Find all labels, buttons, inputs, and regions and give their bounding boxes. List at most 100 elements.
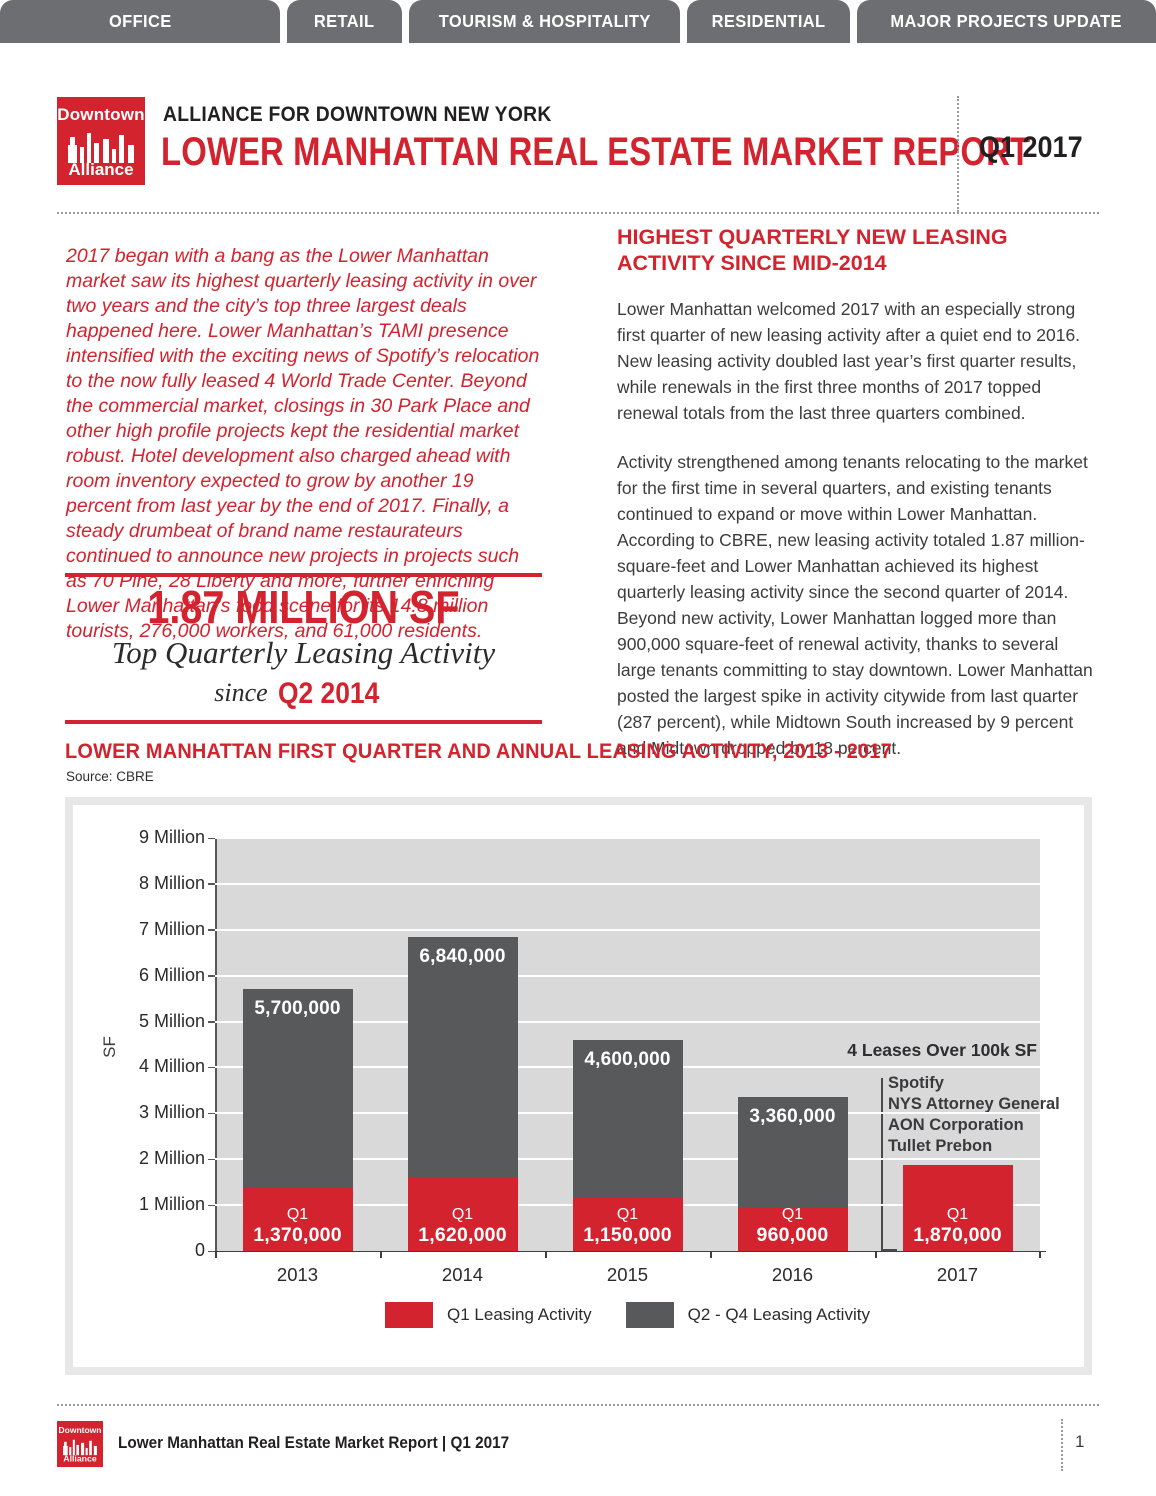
nav-tab-residential[interactable]: RESIDENTIAL — [687, 0, 850, 43]
nav-tab-major-projects-update[interactable]: MAJOR PROJECTS UPDATE — [857, 0, 1156, 43]
annotation-tenant-list: Spotify NYS Attorney General AON Corporati… — [888, 1073, 1060, 1157]
article-column: HIGHEST QUARTERLY NEW LEASING ACTIVITY S… — [617, 224, 1101, 761]
y-tick-mark — [208, 975, 215, 977]
chart-title: LOWER MANHATTAN FIRST QUARTER AND ANNUAL… — [65, 740, 892, 763]
bar-2015-q2q4-segment: 4,600,000 — [572, 1039, 683, 1199]
y-tick-label: 8 Million — [138, 872, 205, 893]
top-nav: OFFICE RETAIL TOURISM & HOSPITALITY RESI… — [0, 0, 1156, 43]
annotation-tenant: NYS Attorney General — [888, 1095, 1060, 1113]
year-label-2017: 2017 — [936, 1264, 979, 1285]
q1-value: 1,870,000 — [913, 1224, 1002, 1246]
bar-2014-q1-segment: Q1 1,620,000 — [407, 1176, 518, 1251]
logo-downtown-text: Downtown — [57, 105, 145, 124]
y-tick-mark — [208, 1158, 215, 1161]
org-name: ALLIANCE FOR DOWNTOWN NEW YORK — [163, 103, 552, 126]
gridline — [215, 928, 1040, 931]
x-tick-mark — [875, 1252, 877, 1258]
logo-downtown-text: Downtown — [58, 1425, 102, 1435]
chart-source: Source: CBRE — [66, 769, 154, 784]
bar-total-label: 3,360,000 — [749, 1105, 836, 1127]
legend-swatch — [385, 1302, 434, 1328]
header-separator — [57, 212, 1099, 214]
report-edition: Q1 2017 — [979, 131, 1083, 164]
svg-text:Alliance: Alliance — [63, 1453, 97, 1463]
logo-skyline-graphic: Alliance — [63, 1439, 97, 1463]
x-tick-mark — [215, 1252, 217, 1258]
bar-2017: Q1 1,870,000 — [902, 1165, 1013, 1251]
bar-2013: 5,700,000 Q1 1,370,000 — [242, 989, 353, 1251]
y-tick-label: 1 Million — [138, 1194, 205, 1215]
gridline — [215, 882, 1040, 885]
callout-rule-top — [65, 573, 542, 577]
article-heading: HIGHEST QUARTERLY NEW LEASING ACTIVITY S… — [617, 225, 1008, 275]
q1-value: 1,370,000 — [253, 1224, 342, 1246]
gridline — [215, 837, 1040, 839]
chart-yaxis: 0 1 Million 2 Million 3 Million 4 Million 5 M… — [73, 827, 205, 1260]
bar-q1-label: Q1 1,370,000 — [243, 1204, 353, 1246]
footer-title: Lower Manhattan Real Estate Market Repor… — [118, 1433, 510, 1452]
callout-headline: 1.87 MILLION SF — [147, 581, 460, 633]
q1-value: 960,000 — [756, 1224, 829, 1246]
footer-logo: Downtown Alliance — [57, 1421, 103, 1467]
y-tick-mark — [208, 929, 215, 931]
x-axis-line — [213, 1250, 1046, 1252]
logo-alliance-text: Alliance — [68, 160, 133, 177]
bar-2014: 6,840,000 Q1 1,620,000 — [407, 937, 518, 1251]
page-number: 1 — [1075, 1432, 1085, 1451]
y-tick-mark — [208, 1112, 215, 1115]
bar-2015: 4,600,000 Q1 1,150,000 — [572, 1039, 683, 1251]
legend-label: Q2 - Q4 Leasing Activity — [687, 1305, 870, 1324]
chart-xaxis: 2013 2014 2015 2016 2017 — [215, 1264, 1040, 1288]
article-paragraph-2: Activity strengthened among tenants relo… — [617, 452, 1093, 758]
callout-subline: Top Quarterly Leasing Activity — [111, 635, 496, 670]
legend-item-0: Q1 Leasing Activity — [385, 1302, 592, 1328]
y-tick-mark — [208, 837, 215, 839]
annotation-tenant: AON Corporation — [888, 1116, 1024, 1134]
year-label-2016: 2016 — [771, 1264, 814, 1285]
q1-tag: Q1 — [946, 1206, 969, 1223]
q1-value: 1,620,000 — [418, 1224, 507, 1246]
legend-item-1: Q2 - Q4 Leasing Activity — [625, 1302, 870, 1328]
year-label-2014: 2014 — [441, 1264, 484, 1285]
leasing-callout: 1.87 MILLION SF Top Quarterly Leasing Ac… — [65, 581, 542, 717]
y-tick-mark — [208, 1204, 215, 1207]
bar-q1-label: Q1 1,620,000 — [408, 1204, 518, 1246]
nav-tab-tourism-hospitality[interactable]: TOURISM & HOSPITALITY — [409, 0, 680, 43]
callout-since-line: since Q2 2014 — [65, 673, 542, 717]
callout-rule-bottom — [65, 720, 542, 724]
logo-skyline-graphic: Alliance — [68, 133, 134, 177]
report-title: LOWER MANHATTAN REAL ESTATE MARKET REPOR… — [161, 130, 1031, 174]
downtown-alliance-logo: Downtown Alliance — [57, 97, 145, 185]
bar-2013-q2q4-segment: 5,700,000 — [242, 989, 353, 1189]
nav-tab-office[interactable]: OFFICE — [0, 0, 280, 43]
y-tick-label: 2 Million — [138, 1148, 205, 1169]
article-paragraph-1: Lower Manhattan welcomed 2017 with an es… — [617, 299, 1081, 423]
nav-tab-label: MAJOR PROJECTS UPDATE — [890, 11, 1123, 31]
bar-2014-q2q4-segment: 6,840,000 — [407, 937, 518, 1177]
y-tick-label: 7 Million — [138, 918, 205, 939]
year-label-2015: 2015 — [606, 1264, 649, 1285]
y-tick-mark — [208, 883, 215, 885]
q1-tag: Q1 — [616, 1206, 639, 1223]
nav-tab-label: RESIDENTIAL — [711, 11, 826, 31]
bar-2016-q2q4-segment: 3,360,000 — [737, 1096, 848, 1207]
y-tick-label: 9 Million — [138, 827, 205, 847]
y-tick-label: 4 Million — [138, 1056, 205, 1077]
bar-2016: 3,360,000 Q1 960,000 — [737, 1096, 848, 1251]
y-tick-label: 3 Million — [138, 1102, 205, 1123]
q1-tag: Q1 — [451, 1206, 474, 1223]
y-tick-mark — [208, 1021, 215, 1023]
nav-tab-label: OFFICE — [108, 11, 172, 31]
gridline — [215, 1020, 1040, 1023]
q1-tag: Q1 — [286, 1206, 309, 1223]
legend-swatch — [625, 1302, 674, 1328]
year-label-2013: 2013 — [276, 1264, 319, 1285]
legend-label: Q1 Leasing Activity — [447, 1305, 592, 1324]
y-tick-mark — [208, 1066, 215, 1069]
bar-total-label: 5,700,000 — [254, 998, 341, 1020]
y-tick-label: 0 — [194, 1240, 205, 1260]
annotation-title: 4 Leases Over 100k SF — [847, 1040, 1037, 1060]
nav-tab-retail[interactable]: RETAIL — [287, 0, 402, 43]
